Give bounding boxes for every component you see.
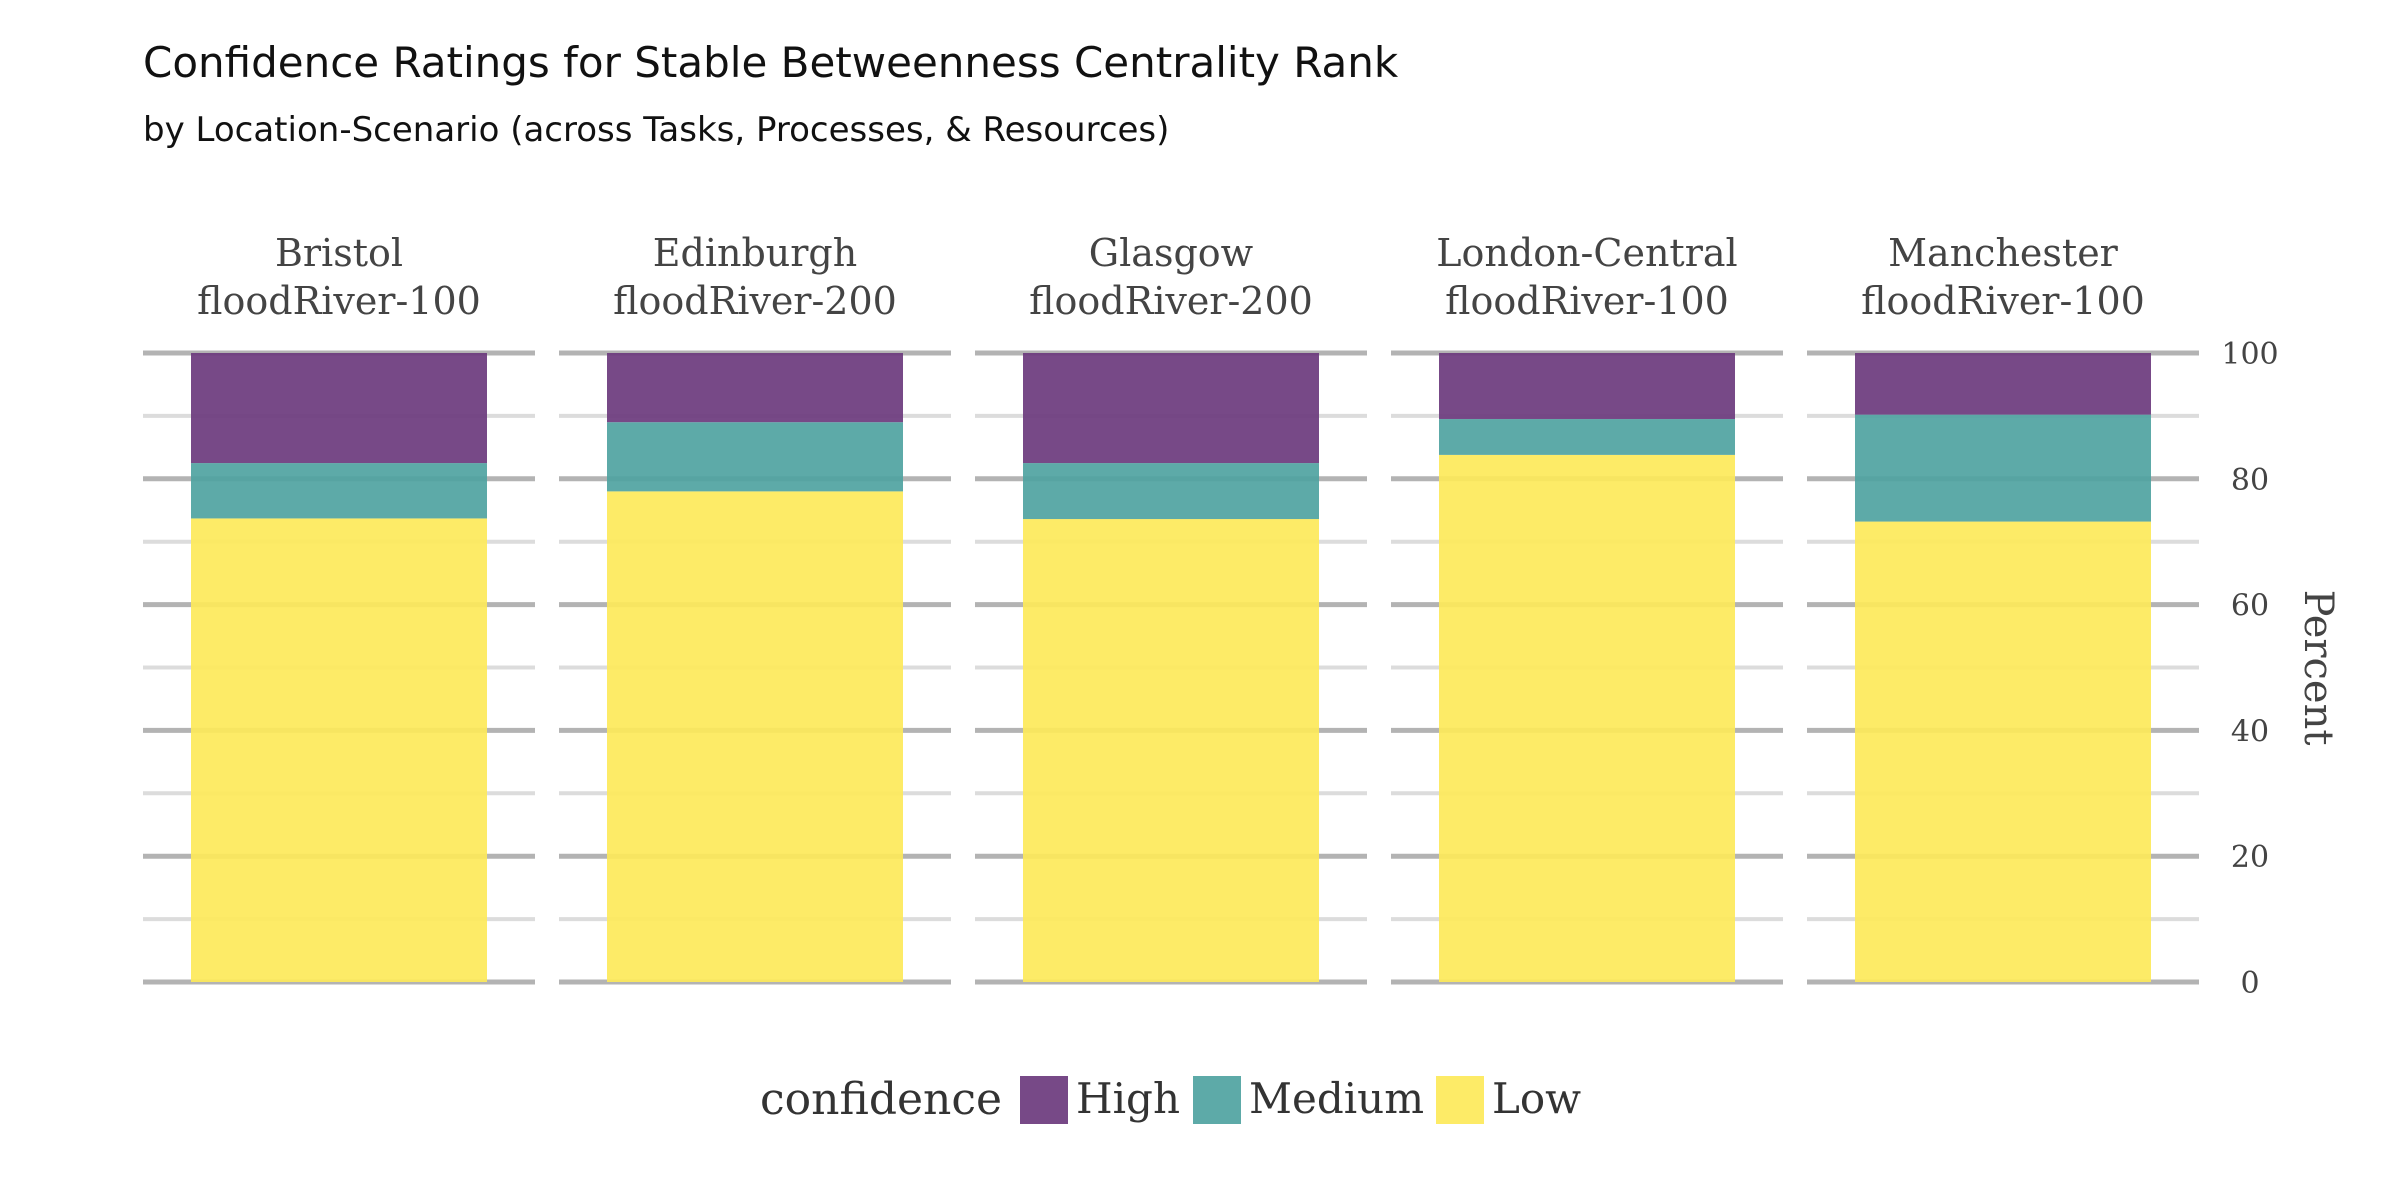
bar-segment-high [1855, 353, 2151, 415]
facet-label-scenario: floodRiver-100 [197, 279, 481, 323]
legend-title: confidence [760, 1074, 1002, 1125]
facet-label-location: Edinburgh [653, 231, 857, 275]
bar-segment-low [607, 491, 903, 982]
y-tick-label: 20 [2231, 840, 2269, 875]
facet-label-scenario: floodRiver-200 [613, 279, 897, 323]
bar-segment-high [1023, 353, 1319, 464]
facet-label-location: Bristol [275, 231, 403, 275]
facet-label-scenario: floodRiver-100 [1861, 279, 2145, 323]
bar-segment-medium [1855, 414, 2151, 522]
bar-segment-high [191, 353, 487, 464]
facet-label-scenario: floodRiver-200 [1029, 279, 1313, 323]
legend-label-medium: Medium [1249, 1074, 1424, 1123]
bar-segment-high [1439, 353, 1735, 420]
bar-segment-low [1855, 521, 2151, 982]
bar-segment-low [1439, 454, 1735, 982]
bar-segment-medium [607, 422, 903, 492]
bar-segment-high [607, 353, 903, 423]
bar-segment-medium [1439, 419, 1735, 455]
bar-segment-low [1023, 519, 1319, 982]
y-axis-title: Percent [2295, 590, 2341, 746]
legend-label-low: Low [1492, 1074, 1581, 1123]
legend-label-high: High [1076, 1074, 1180, 1123]
y-tick-label: 0 [2240, 966, 2259, 1001]
bar-segment-low [191, 518, 487, 982]
chart-subtitle: by Location-Scenario (across Tasks, Proc… [143, 110, 1170, 150]
y-tick-label: 40 [2231, 714, 2269, 749]
legend-key-medium [1193, 1076, 1241, 1124]
bar-segment-medium [1023, 463, 1319, 520]
facet-label-scenario: floodRiver-100 [1445, 279, 1729, 323]
y-tick-label: 80 [2231, 463, 2269, 498]
facet-label-location: London-Central [1436, 231, 1737, 275]
y-tick-label: 60 [2231, 589, 2269, 624]
chart-title: Confidence Ratings for Stable Betweennes… [143, 38, 1399, 87]
legend-key-low [1436, 1076, 1484, 1124]
facet-label-location: Manchester [1888, 231, 2119, 275]
bar-segment-medium [191, 463, 487, 519]
legend-key-high [1020, 1076, 1068, 1124]
y-tick-label: 100 [2221, 337, 2278, 372]
facet-label-location: Glasgow [1089, 231, 1254, 275]
